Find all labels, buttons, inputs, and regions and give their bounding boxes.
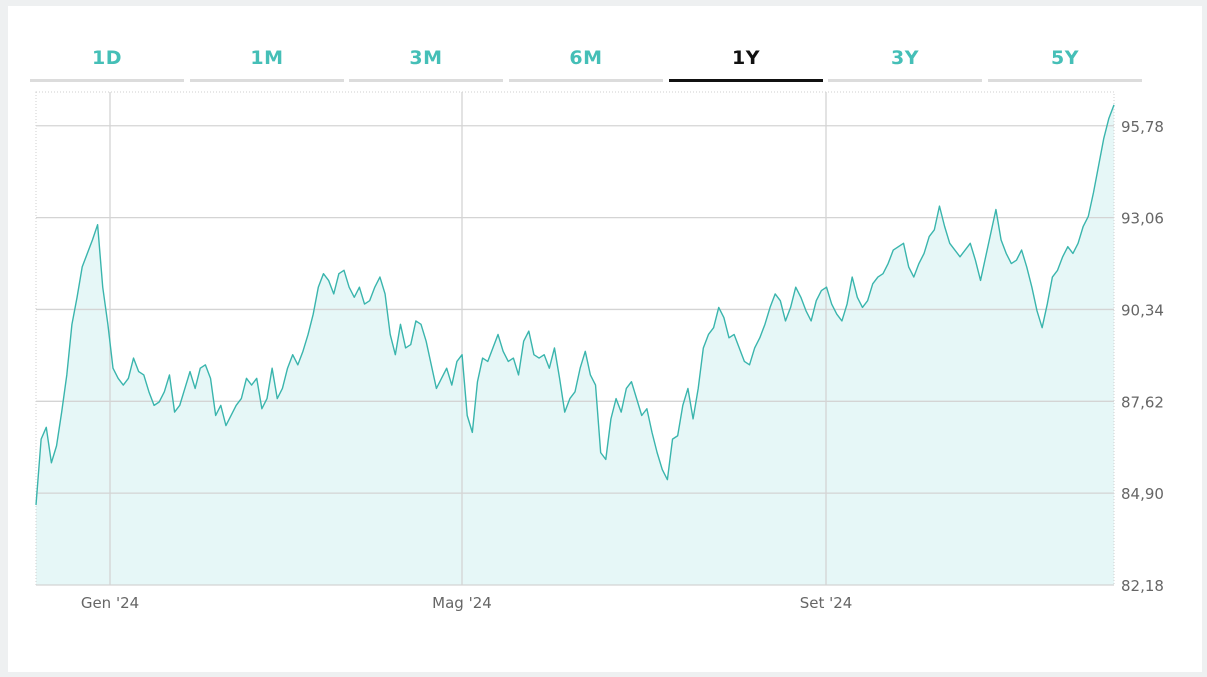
x-tick-label: Mag '24 [432,594,492,612]
tab-6m[interactable]: 6M [509,36,663,82]
x-tick-label: Gen '24 [81,594,139,612]
tab-1m[interactable]: 1M [190,36,344,82]
y-tick-label: 93,06 [1121,210,1164,228]
x-tick-label: Set '24 [800,594,853,612]
tab-3m[interactable]: 3M [349,36,503,82]
y-tick-label: 84,90 [1121,485,1164,503]
tab-5y[interactable]: 5Y [988,36,1142,82]
tab-1y[interactable]: 1Y [669,36,823,82]
time-range-tabs: 1D 1M 3M 6M 1Y 3Y 5Y [30,36,1150,86]
y-tick-label: 95,78 [1121,118,1164,136]
tab-1d[interactable]: 1D [30,36,184,82]
price-line [35,104,1115,506]
tab-3y[interactable]: 3Y [828,36,982,82]
y-tick-label: 87,62 [1121,393,1164,411]
y-tick-label: 90,34 [1121,301,1164,319]
y-tick-label: 82,18 [1121,577,1164,595]
area-fill [36,104,1114,585]
